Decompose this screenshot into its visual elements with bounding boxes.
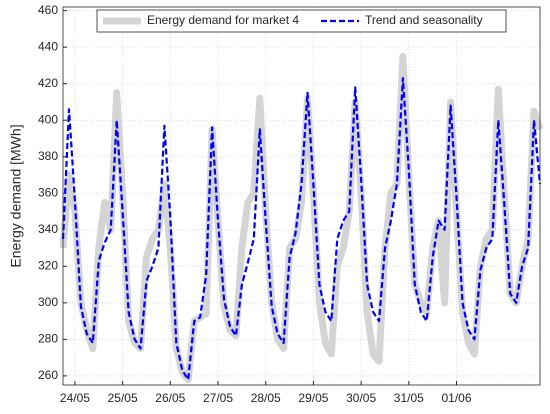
y-tick-label: 420	[38, 76, 58, 90]
y-tick-label: 300	[38, 295, 58, 309]
x-tick-label: 26/05	[155, 391, 185, 405]
y-tick-label: 340	[38, 222, 58, 236]
x-tick-label: 01/06	[442, 391, 472, 405]
legend-label: Energy demand for market 4	[147, 13, 299, 27]
x-tick-label: 27/05	[203, 391, 233, 405]
y-tick-label: 380	[38, 149, 58, 163]
y-tick-label: 400	[38, 112, 58, 126]
x-tick-label: 29/05	[298, 391, 328, 405]
x-tick-label: 30/05	[346, 391, 376, 405]
x-tick-label: 28/05	[251, 391, 281, 405]
axes-box	[62, 6, 541, 386]
y-tick-label: 360	[38, 185, 58, 199]
y-tick-label: 280	[38, 332, 58, 346]
legend-box	[96, 9, 507, 33]
legend-label: Trend and seasonality	[365, 13, 483, 27]
x-tick-label: 31/05	[394, 391, 424, 405]
x-tick-label: 24/05	[60, 391, 90, 405]
y-tick-label: 320	[38, 258, 58, 272]
y-tick-label: 440	[38, 39, 58, 53]
x-tick-label: 25/05	[108, 391, 138, 405]
y-tick-label: 260	[38, 368, 58, 382]
y-tick-label: 460	[38, 3, 58, 17]
series-line	[61, 77, 542, 381]
y-axis-label: Energy demand [MWh]	[8, 124, 24, 267]
